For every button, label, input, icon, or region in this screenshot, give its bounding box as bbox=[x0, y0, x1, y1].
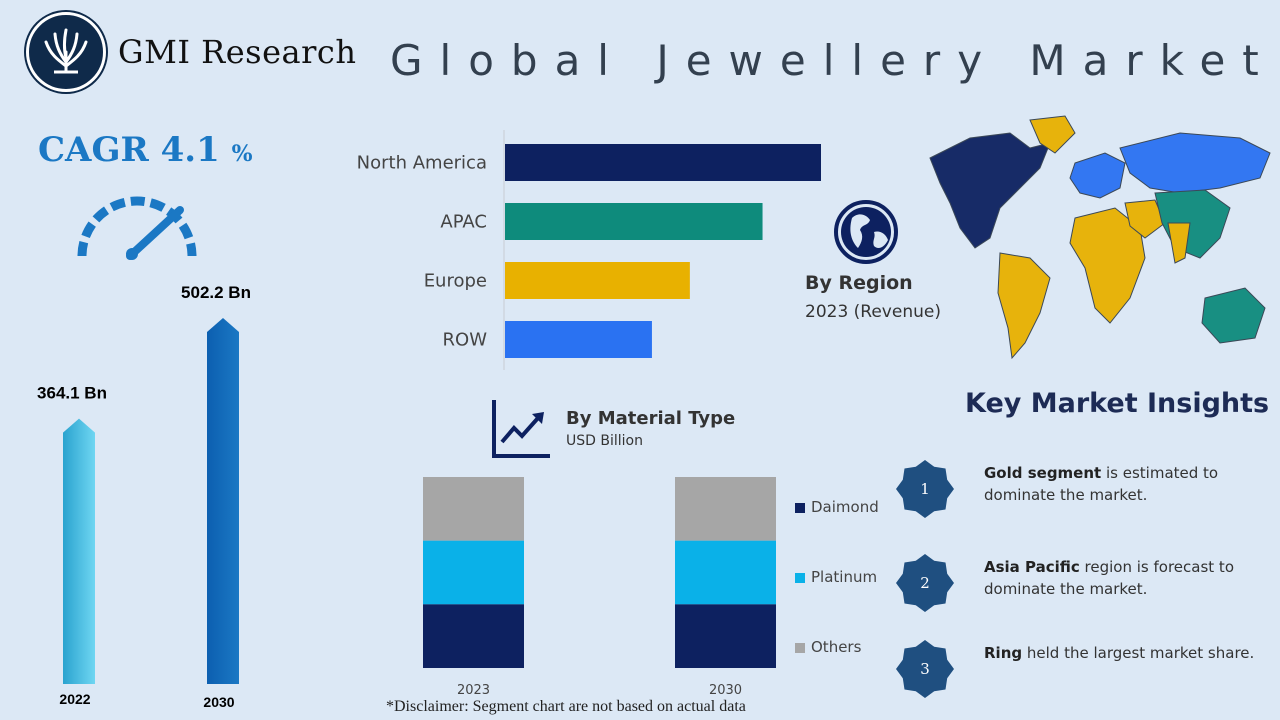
insight-rest: is estimated to dominate the market. bbox=[984, 464, 1219, 504]
cagr-unit: % bbox=[231, 141, 253, 167]
growth-year-label: 2030 bbox=[203, 694, 234, 710]
region-category-label: APAC bbox=[440, 212, 487, 233]
legend-item: Platinum bbox=[795, 568, 879, 638]
insight-bold: Ring bbox=[984, 644, 1023, 662]
insight-bold: Asia Pacific bbox=[984, 558, 1080, 576]
insight-number: 2 bbox=[920, 574, 930, 592]
insight-number-badge: 2 bbox=[896, 554, 954, 612]
material-stacked-chart: 2023 2030 bbox=[423, 477, 776, 698]
trend-chart-icon bbox=[492, 400, 550, 458]
map-africa bbox=[1069, 207, 1146, 324]
region-category-label: Europe bbox=[424, 271, 487, 292]
legend-swatch bbox=[795, 573, 805, 583]
material-subtitle: USD Billion bbox=[566, 433, 643, 449]
stack-segment-platinum bbox=[423, 540, 524, 605]
growth-value-label: 364.1 Bn bbox=[37, 384, 107, 403]
legend-item: Daimond bbox=[795, 498, 879, 568]
material-title: By Material Type bbox=[566, 408, 736, 429]
growth-year-label: 2022 bbox=[59, 691, 90, 707]
map-north-america bbox=[929, 132, 1051, 249]
speedometer-icon bbox=[77, 196, 197, 260]
map-europe bbox=[1069, 152, 1126, 199]
region-category-label: North America bbox=[357, 153, 487, 174]
insight-item: 2 Asia Pacific region is forecast to domi… bbox=[896, 554, 1266, 612]
stack-segment-daimond bbox=[423, 604, 524, 668]
legend-swatch bbox=[795, 503, 805, 513]
growth-bar bbox=[207, 318, 239, 684]
insight-text: Asia Pacific region is forecast to domin… bbox=[984, 556, 1266, 600]
insight-number: 3 bbox=[920, 660, 930, 678]
region-bar bbox=[505, 144, 821, 181]
map-greenland bbox=[1029, 115, 1076, 154]
legend-label: Daimond bbox=[811, 498, 879, 516]
page-title: Global Jewellery Market bbox=[390, 36, 1276, 85]
insight-text: Ring held the largest market share. bbox=[984, 642, 1254, 664]
insight-item: 3 Ring held the largest market share. bbox=[896, 640, 1266, 698]
map-australia bbox=[1201, 287, 1266, 344]
cagr-text: CAGR bbox=[38, 130, 149, 170]
stack-segment-others bbox=[675, 477, 776, 541]
brand: GMI Research bbox=[26, 12, 356, 92]
material-legend: Daimond Platinum Others bbox=[795, 498, 879, 708]
insight-bold: Gold segment bbox=[984, 464, 1102, 482]
legend-label: Platinum bbox=[811, 568, 878, 586]
insights-title: Key Market Insights bbox=[965, 388, 1270, 419]
stack-category-label: 2023 bbox=[457, 683, 490, 698]
legend-swatch bbox=[795, 643, 805, 653]
cagr-value: 4.1 bbox=[160, 130, 220, 170]
insight-number: 1 bbox=[920, 480, 930, 498]
map-south-america bbox=[997, 252, 1051, 360]
insight-rest: held the largest market share. bbox=[1022, 644, 1255, 662]
region-bar bbox=[505, 262, 690, 299]
by-region-subtitle: 2023 (Revenue) bbox=[805, 302, 941, 322]
gmi-logo-icon bbox=[26, 12, 106, 92]
brand-name: GMI Research bbox=[118, 33, 357, 71]
insight-item: 1 Gold segment is estimated to dominate t… bbox=[896, 460, 1266, 518]
insight-number-badge: 3 bbox=[896, 640, 954, 698]
region-category-label: ROW bbox=[443, 330, 488, 351]
region-bar bbox=[505, 321, 652, 358]
map-asia-south bbox=[1154, 189, 1231, 259]
region-bar bbox=[505, 203, 763, 240]
map-asia-north bbox=[1119, 132, 1271, 194]
growth-bar bbox=[63, 418, 95, 684]
globe-icon bbox=[834, 200, 898, 264]
cagr-label: CAGR 4.1 % bbox=[38, 130, 252, 170]
insight-rest: region is forecast to dominate the marke… bbox=[984, 558, 1234, 598]
legend-label: Others bbox=[811, 638, 862, 656]
stack-segment-daimond bbox=[675, 604, 776, 668]
stack-category-label: 2030 bbox=[709, 683, 742, 698]
world-map bbox=[929, 115, 1271, 360]
region-bar-chart: North America APAC Europe ROW bbox=[357, 130, 821, 370]
stack-segment-platinum bbox=[675, 540, 776, 605]
map-middle-east bbox=[1124, 199, 1166, 239]
insight-text: Gold segment is estimated to dominate th… bbox=[984, 462, 1266, 506]
disclaimer: *Disclaimer: Segment chart are not based… bbox=[386, 698, 746, 715]
growth-chart: 364.1 Bn 2022 502.2 Bn 2030 bbox=[37, 283, 251, 710]
growth-value-label: 502.2 Bn bbox=[181, 283, 251, 302]
legend-item: Others bbox=[795, 638, 879, 708]
insight-number-badge: 1 bbox=[896, 460, 954, 518]
map-india bbox=[1167, 222, 1191, 264]
by-region-title: By Region bbox=[805, 272, 913, 294]
stack-segment-others bbox=[423, 477, 524, 541]
